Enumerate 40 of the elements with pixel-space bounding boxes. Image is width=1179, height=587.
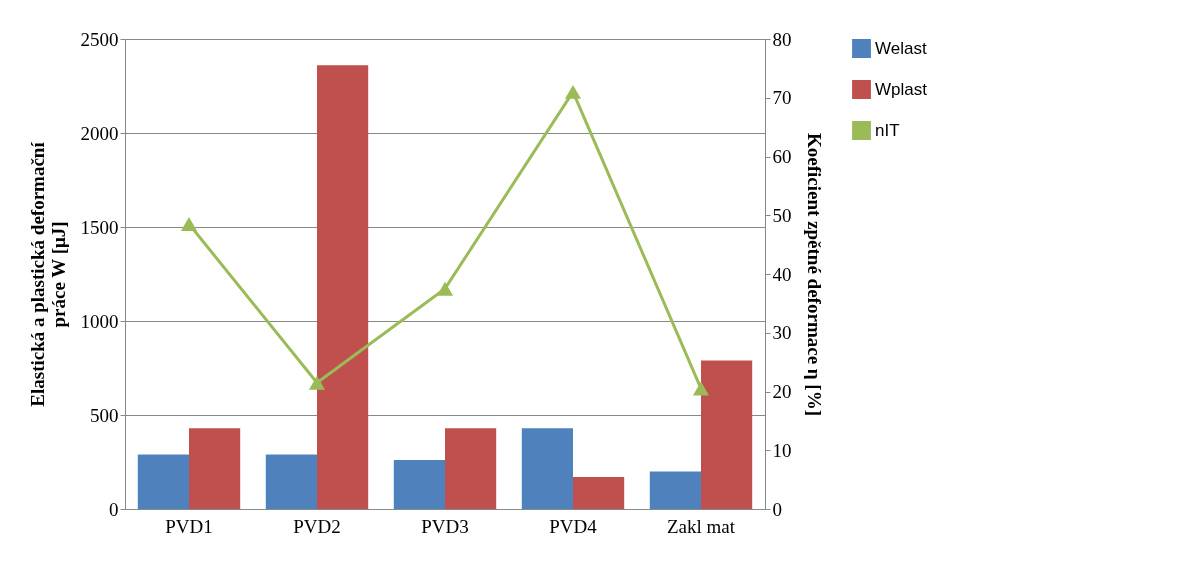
y-tick-label: 2500 [80,28,119,50]
point [180,217,198,232]
y-tick-label: 500 [90,404,119,426]
bar [265,454,317,509]
point [692,381,710,396]
y2-tick-label: 30 [772,322,792,344]
y2-tick-label: 80 [772,28,792,50]
y2-tick-label: 50 [772,204,792,226]
y2-tick-label: 70 [772,87,792,109]
y2-tick-label: 60 [772,146,792,167]
legend-label: nIT [875,120,900,140]
x-tick-label: Zakl mat [666,515,736,537]
y2-tick-label: 40 [772,263,792,285]
y2-tick-label: 10 [772,439,792,461]
bar [317,65,369,509]
y-tick-label: 1000 [80,310,119,332]
x-tick-label: PVD2 [293,515,341,537]
y2-tick-label: 20 [772,381,792,402]
bar [521,428,573,509]
x-tick-label: PVD3 [421,515,469,537]
y2-axis-title: Koeficient zpětné deformace η [%] [803,132,825,417]
y-tick-label: 2000 [80,122,119,144]
bar [649,471,701,509]
point [436,281,454,296]
point [564,84,582,99]
y2-tick-label: 0 [772,498,782,520]
x-tick-label: PVD4 [549,515,598,537]
y-tick-label: 0 [109,498,119,520]
y-axis-title: Elastická a plastická deformační práce W [μJ] [26,141,69,407]
y-tick-label: 1500 [80,216,119,238]
legend-label: Welast [875,38,927,58]
x-tick-label: PVD1 [165,515,213,537]
point [308,375,326,390]
bar [189,428,241,509]
legend-label: Wplast [875,79,928,99]
bar [137,454,189,509]
bar [573,477,625,509]
bar [393,460,445,509]
bar [701,360,753,509]
bar [445,428,497,509]
